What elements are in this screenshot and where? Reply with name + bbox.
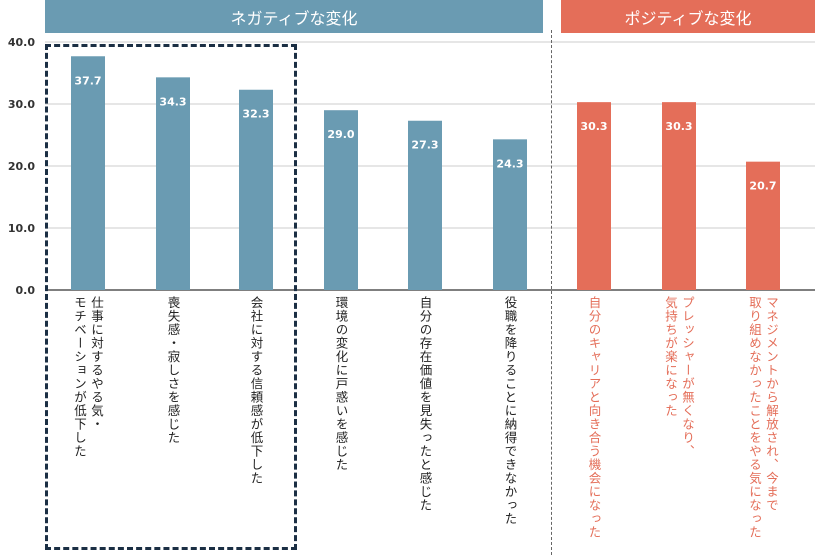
bar-value-label: 30.3 bbox=[665, 120, 692, 133]
category-label: 仕事に対するやる気・ モチベーションが低下した bbox=[71, 296, 105, 551]
category-label: 会社に対する信頼感が低下した bbox=[248, 296, 265, 551]
bar-value-label: 32.3 bbox=[242, 108, 269, 121]
category-label-line: 仕事に対するやる気・ bbox=[89, 296, 104, 431]
bar bbox=[324, 110, 358, 290]
category-label: 喪失感・寂しさを感じた bbox=[165, 296, 182, 551]
bar-value-label: 27.3 bbox=[411, 139, 438, 152]
category-label-line: 気持ちが楽になった bbox=[663, 296, 678, 418]
negative-header: ネガティブな変化 bbox=[45, 0, 543, 33]
bar-value-label: 20.7 bbox=[749, 180, 776, 193]
bar bbox=[662, 102, 696, 290]
bar bbox=[408, 120, 442, 291]
bar bbox=[746, 161, 780, 290]
category-label-line: 役職を降りることに納得できなかった bbox=[502, 296, 518, 526]
category-label-line: 自分の存在価値を見失ったと感じた bbox=[417, 296, 433, 512]
category-label: 役職を降りることに納得できなかった bbox=[502, 296, 519, 551]
category-label-line: 自分のキャリアと向き合う機会になった bbox=[586, 296, 602, 539]
group-divider bbox=[551, 30, 552, 555]
negative-header-label: ネガティブな変化 bbox=[230, 8, 358, 28]
category-label: 自分の存在価値を見失ったと感じた bbox=[417, 296, 434, 551]
category-label-line: モチベーションが低下した bbox=[72, 296, 87, 458]
bar bbox=[577, 102, 611, 290]
y-tick-label: 0.0 bbox=[16, 284, 36, 297]
category-label: 自分のキャリアと向き合う機会になった bbox=[586, 296, 603, 551]
category-label: プレッシャーが無くなり、 気持ちが楽になった bbox=[662, 296, 696, 551]
bar-value-label: 29.0 bbox=[327, 128, 354, 141]
y-tick-label: 10.0 bbox=[8, 222, 35, 235]
bar bbox=[493, 139, 527, 290]
bar bbox=[239, 89, 273, 291]
category-label-line: 喪失感・寂しさを感じた bbox=[165, 296, 181, 445]
highlight-box bbox=[45, 44, 297, 550]
category-label-line: 環境の変化に戸惑いを感じた bbox=[333, 296, 349, 472]
category-label-line: 取り組めなかったことをやる気になった bbox=[747, 296, 762, 539]
category-label: マネジメントから解放され、今まで 取り組めなかったことをやる気になった bbox=[746, 296, 780, 551]
bar-value-label: 37.7 bbox=[74, 74, 101, 87]
y-tick-label: 40.0 bbox=[8, 36, 35, 49]
y-tick-label: 20.0 bbox=[8, 160, 35, 173]
bar-value-label: 34.3 bbox=[159, 95, 186, 108]
category-label-line: マネジメントから解放され、今まで bbox=[764, 296, 779, 512]
category-label-line: プレッシャーが無くなり、 bbox=[680, 296, 695, 458]
y-tick-label: 30.0 bbox=[8, 98, 35, 111]
positive-header: ポジティブな変化 bbox=[561, 0, 815, 33]
bar bbox=[156, 77, 190, 290]
category-label-line: 会社に対する信頼感が低下した bbox=[248, 296, 264, 485]
category-label: 環境の変化に戸惑いを感じた bbox=[333, 296, 350, 551]
bar-value-label: 24.3 bbox=[496, 157, 523, 170]
positive-header-label: ポジティブな変化 bbox=[624, 8, 752, 28]
bar-value-label: 30.3 bbox=[580, 120, 607, 133]
bar bbox=[71, 56, 105, 291]
